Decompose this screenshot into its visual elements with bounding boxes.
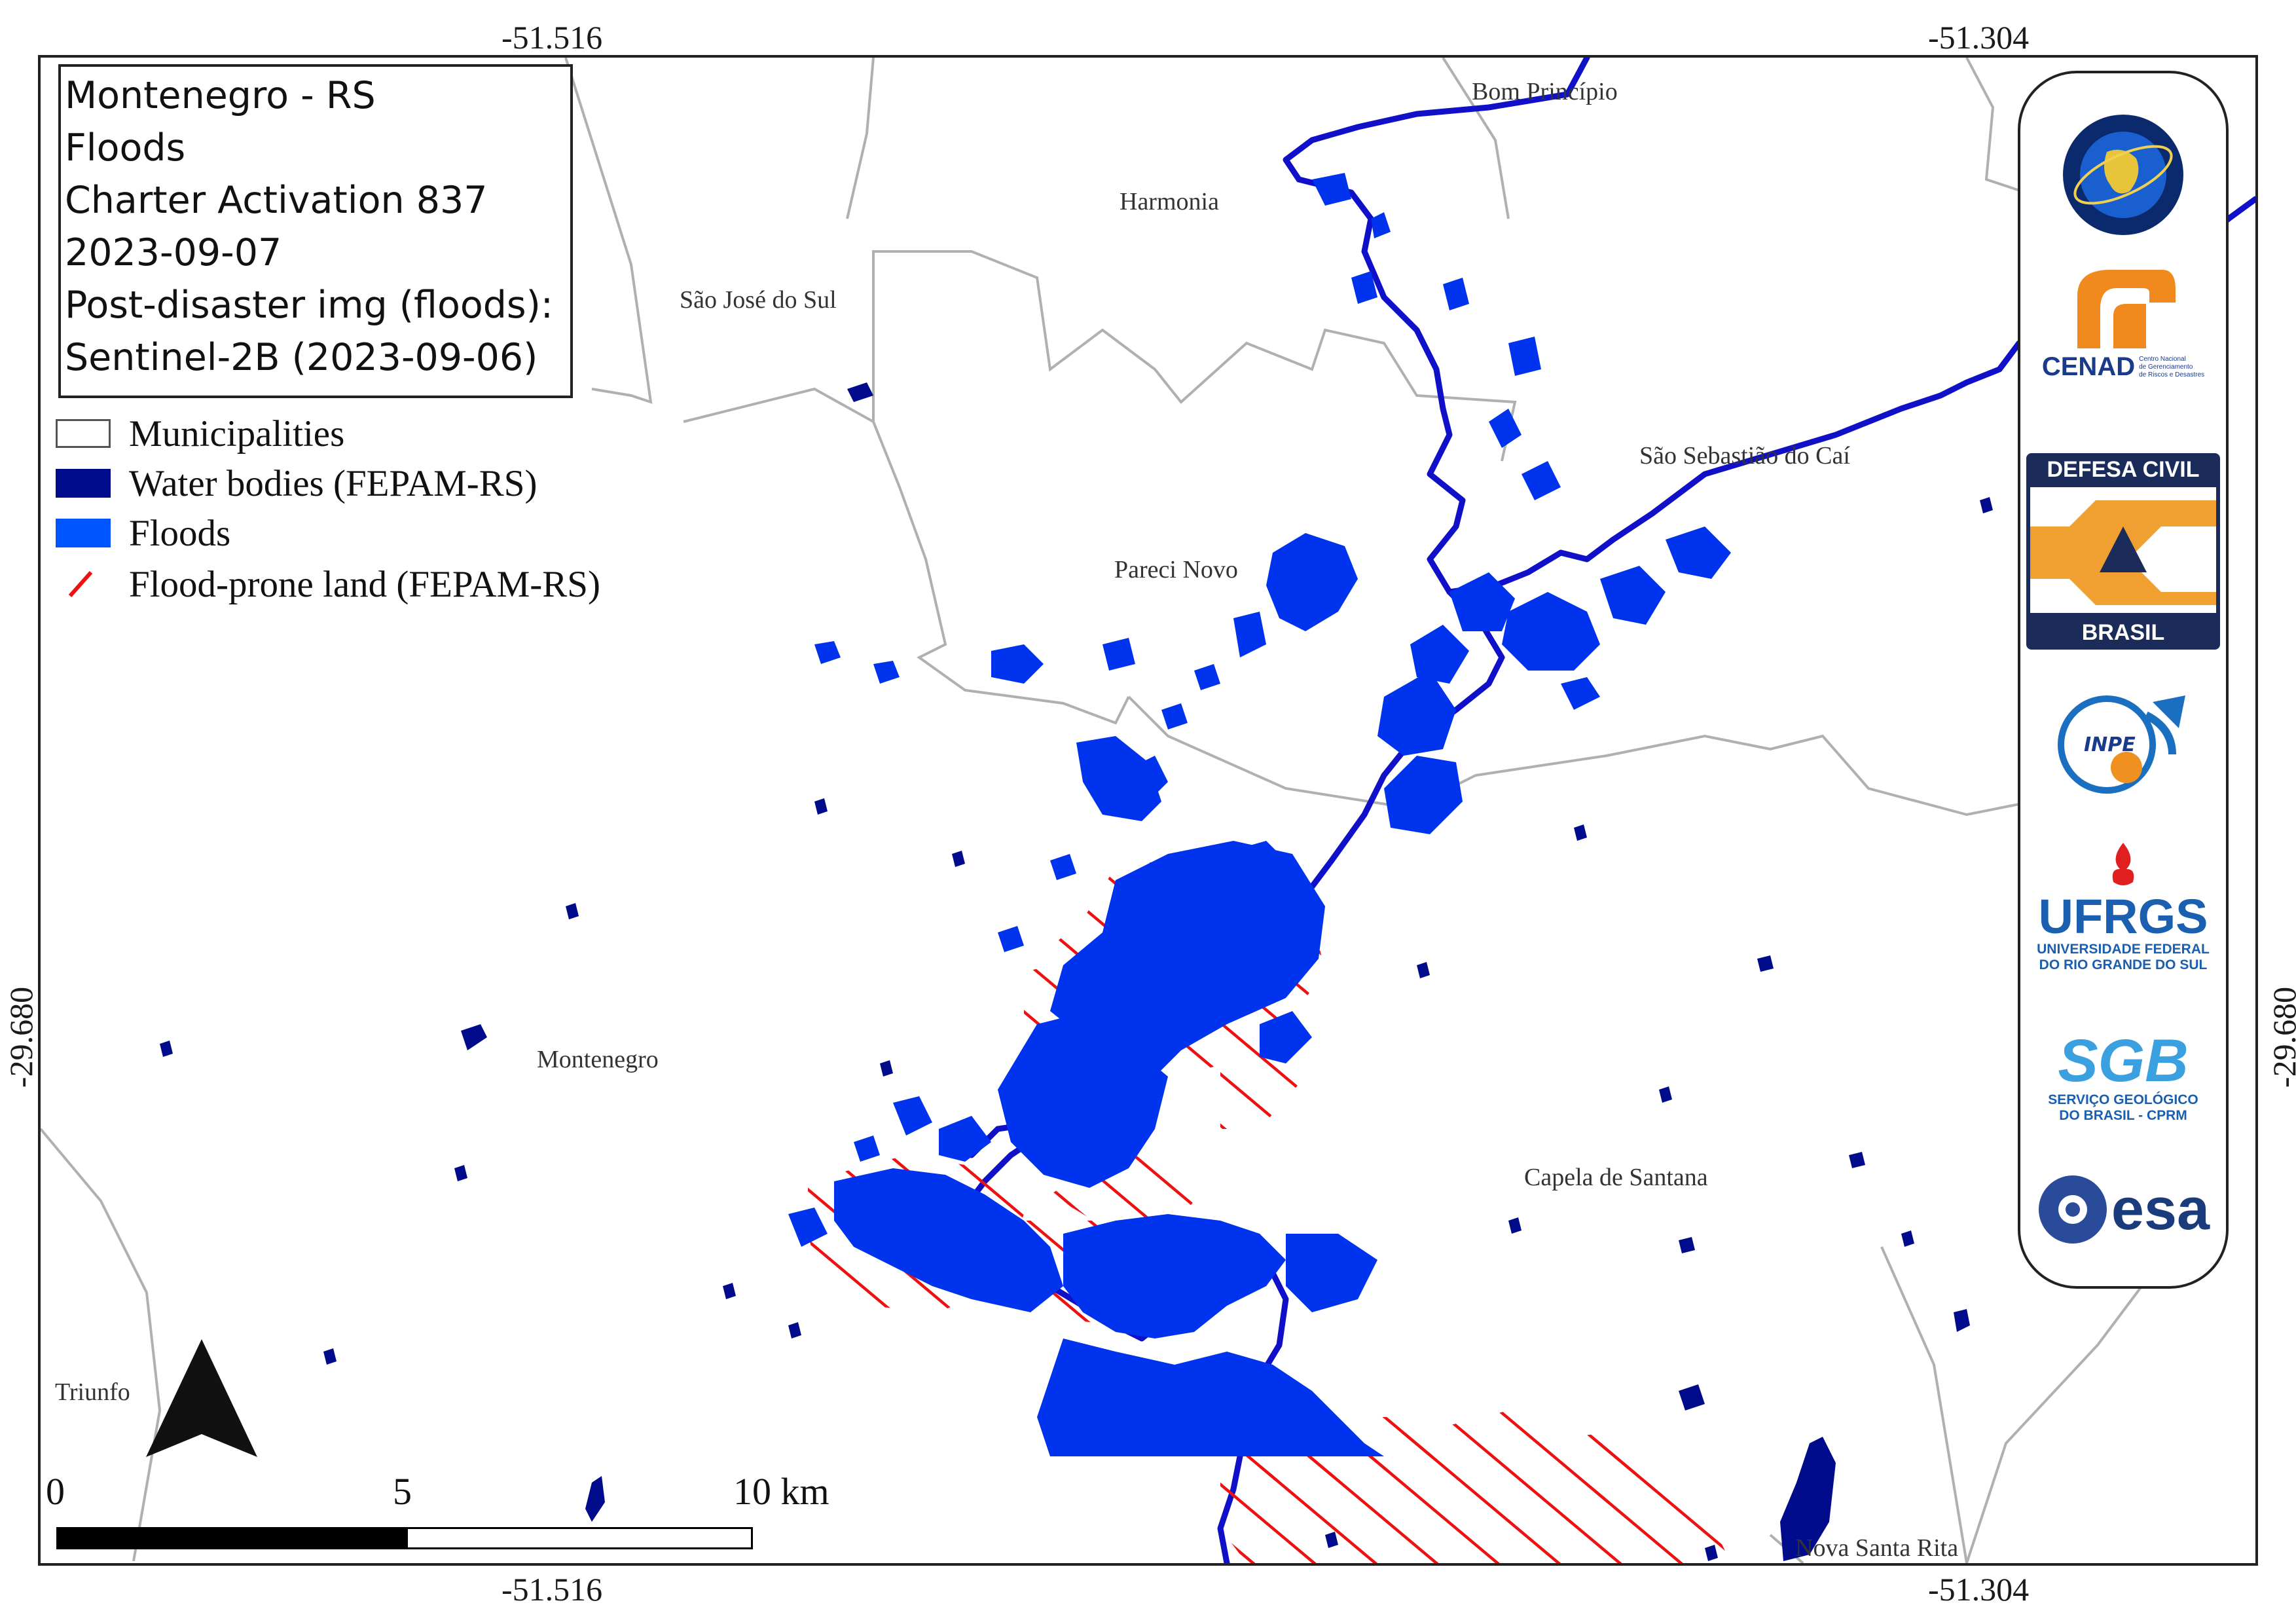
- sgb-sub-2: DO BRASIL - CPRM: [2059, 1108, 2187, 1123]
- legend-label-flood-prone: Flood-prone land (FEPAM-RS): [129, 563, 600, 605]
- coord-left: -29.680: [3, 986, 40, 1088]
- title-box: Montenegro - RS Floods Charter Activatio…: [58, 64, 573, 398]
- legend-label-water-bodies: Water bodies (FEPAM-RS): [129, 462, 538, 504]
- title-line-3: Charter Activation 837: [65, 179, 488, 222]
- legend-item-municipalities: Municipalities: [56, 413, 345, 454]
- scale-label-end: 10 km: [733, 1470, 829, 1513]
- title-line-6: Sentinel-2B (2023-09-06): [65, 336, 538, 379]
- sgb-text: SGB: [2058, 1027, 2189, 1094]
- flood-areas: [788, 173, 1731, 1456]
- inpe-text: INPE: [2084, 733, 2136, 756]
- sgb-logo: SGB SERVIÇO GEOLÓGICO DO BRASIL - CPRM: [2020, 1029, 2226, 1124]
- label-nova-santa-rita: Nova Santa Rita: [1795, 1534, 1959, 1562]
- coord-bottom-right: -51.304: [1928, 1571, 2030, 1608]
- ufrgs-flame-icon: [2112, 843, 2134, 885]
- title-line-4: 2023-09-07: [65, 231, 282, 274]
- scale-label-mid: 5: [393, 1470, 412, 1513]
- esa-mark-icon: [2038, 1175, 2107, 1244]
- cenad-sub-1: Centro Nacional: [2139, 355, 2186, 363]
- legend-swatch-water-bodies: [56, 469, 111, 498]
- defesa-civil-logo: DEFESA CIVIL BRASIL: [2020, 453, 2226, 650]
- cenad-sub-3: de Riscos e Desastres: [2139, 371, 2205, 378]
- label-bom-principio: Bom Princípio: [1472, 78, 1618, 105]
- legend-swatch-floods: [56, 519, 111, 547]
- logo-panel: CENAD Centro Nacional de Gerenciamento d…: [2018, 71, 2229, 1289]
- cenad-text: CENAD: [2041, 352, 2136, 381]
- legend-item-water-bodies: Water bodies (FEPAM-RS): [56, 462, 538, 504]
- cenad-sub-2: de Gerenciamento: [2139, 363, 2193, 371]
- inpe-mark-icon: INPE: [2058, 695, 2185, 794]
- water-bodies: [160, 382, 2189, 1561]
- label-capela: Capela de Santana: [1524, 1164, 1708, 1191]
- title-line-2: Floods: [65, 126, 186, 170]
- scale-label-zero: 0: [46, 1470, 65, 1513]
- map-frame[interactable]: Bom Princípio Harmonia São José do Sul S…: [38, 55, 2258, 1566]
- defesa-civil-bottom-text: BRASIL: [2081, 620, 2165, 645]
- legend-swatch-municipalities: [56, 419, 111, 448]
- scale-bar-white-segment: [406, 1527, 753, 1549]
- ufrgs-text: UFRGS: [2038, 889, 2208, 944]
- charter-logo: [2020, 113, 2226, 237]
- label-pareci-novo: Pareci Novo: [1114, 556, 1238, 583]
- ufrgs-sub-1: UNIVERSIDADE FEDERAL: [2037, 942, 2210, 957]
- coord-top-right: -51.304: [1928, 19, 2030, 56]
- coord-right: -29.680: [2266, 986, 2296, 1088]
- coord-bottom-left: -51.516: [501, 1571, 603, 1608]
- cenad-mark-icon: [2077, 270, 2176, 348]
- north-arrow-icon: [146, 1339, 257, 1457]
- sgb-sub-1: SERVIÇO GEOLÓGICO: [2048, 1092, 2198, 1107]
- ufrgs-logo: UFRGS UNIVERSIDADE FEDERAL DO RIO GRANDE…: [2020, 840, 2226, 973]
- legend-label-municipalities: Municipalities: [129, 413, 345, 454]
- defesa-civil-top-text: DEFESA CIVIL: [2047, 457, 2200, 482]
- esa-logo: esa: [2020, 1173, 2226, 1246]
- label-sao-jose: São José do Sul: [680, 286, 837, 314]
- label-sao-sebastiao: São Sebastião do Caí: [1639, 442, 1850, 470]
- label-montenegro: Montenegro: [537, 1046, 659, 1073]
- inpe-logo: INPE: [2020, 689, 2226, 800]
- ufrgs-sub-2: DO RIO GRANDE DO SUL: [2039, 957, 2208, 972]
- title-line-5: Post-disaster img (floods):: [65, 284, 554, 327]
- charter-globe-icon: [2063, 115, 2183, 235]
- label-harmonia: Harmonia: [1120, 188, 1219, 215]
- legend-swatch-flood-prone: [56, 570, 111, 599]
- legend-item-floods: Floods: [56, 512, 231, 554]
- label-triunfo: Triunfo: [55, 1378, 130, 1406]
- coord-top-left: -51.516: [501, 19, 603, 56]
- esa-text: esa: [2111, 1176, 2210, 1242]
- legend-label-floods: Floods: [129, 512, 231, 554]
- scale-bar-black-segment: [56, 1527, 406, 1549]
- map-canvas[interactable]: [41, 58, 2255, 1563]
- defesa-civil-triangle-icon: [2030, 500, 2216, 605]
- legend-item-flood-prone: Flood-prone land (FEPAM-RS): [56, 563, 600, 605]
- title-line-1: Montenegro - RS: [65, 74, 376, 117]
- cenad-logo: CENAD Centro Nacional de Gerenciamento d…: [2020, 263, 2226, 382]
